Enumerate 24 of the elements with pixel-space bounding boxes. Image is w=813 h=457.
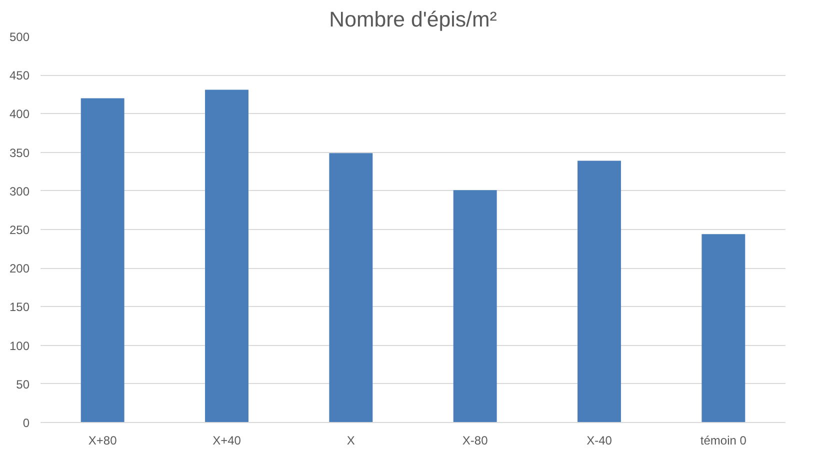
y-tick-label: 500 <box>9 30 30 44</box>
bar <box>702 234 746 422</box>
x-tick-label: témoin 0 <box>700 434 747 448</box>
x-tick-label: X <box>346 434 355 448</box>
y-tick-label: 300 <box>9 184 30 198</box>
x-tick-label: X-40 <box>586 434 612 448</box>
x-tick-label: X+40 <box>212 434 242 448</box>
y-tick-label: 0 <box>22 416 30 430</box>
y-tick-label: 50 <box>16 377 30 392</box>
y-tick-label: 250 <box>9 223 30 237</box>
y-tick-label: 200 <box>9 262 30 276</box>
y-tick-label: 350 <box>9 146 30 160</box>
bar <box>205 90 248 422</box>
x-tick-label: X-80 <box>462 434 488 448</box>
bar <box>578 160 621 422</box>
x-tick-label: X+80 <box>88 434 118 448</box>
chart-title: Nombre d'épis/m² <box>329 8 497 32</box>
bar <box>80 98 124 422</box>
bar <box>329 153 373 422</box>
y-tick-label: 400 <box>9 107 30 122</box>
y-tick-label: 100 <box>9 338 30 353</box>
y-tick-label: 450 <box>9 68 30 83</box>
bar <box>453 190 497 422</box>
y-tick-label: 150 <box>9 300 30 314</box>
